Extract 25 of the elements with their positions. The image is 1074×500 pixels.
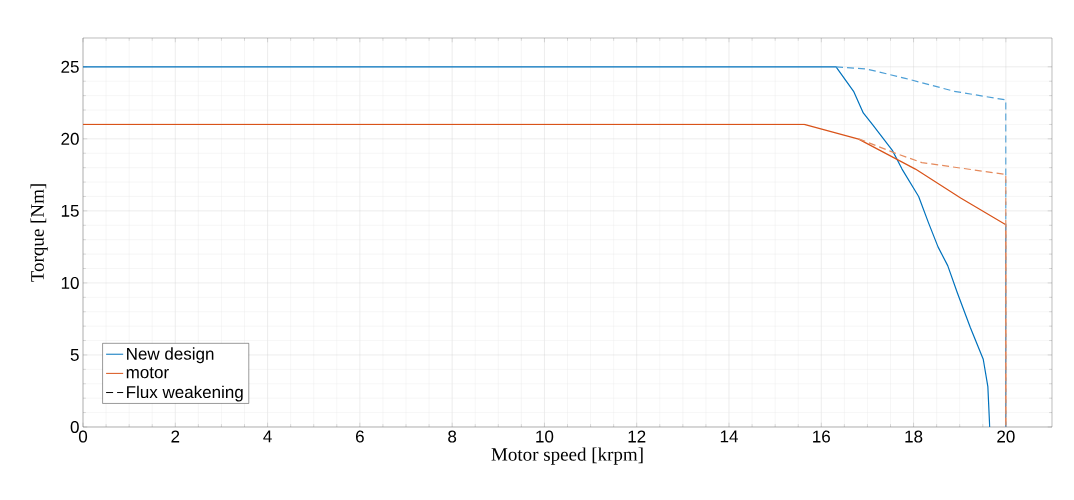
y-tick-label: 0 <box>70 420 79 434</box>
legend-label: motor <box>126 367 169 379</box>
x-tick-label: 14 <box>720 430 738 443</box>
y-tick-label: 5 <box>70 349 79 361</box>
legend-label: New design <box>127 347 214 364</box>
x-tick-label: 4 <box>263 430 272 443</box>
x-tick-label: 6 <box>356 430 364 443</box>
y-tick-label: 25 <box>61 60 79 73</box>
x-tick-label: 18 <box>905 430 923 443</box>
line-series <box>835 66 1007 427</box>
y-tick-label: 10 <box>61 276 79 289</box>
x-axis-title: Motor speed [krpm] <box>491 447 643 465</box>
x-tick-label: 2 <box>171 430 180 443</box>
x-tick-label: 16 <box>813 430 830 443</box>
line-series <box>83 66 991 427</box>
y-tick-label: 15 <box>61 204 79 217</box>
x-tick-label: 12 <box>628 430 646 443</box>
y-axis-title: Torque [Nm] <box>30 184 48 282</box>
x-tick-label: 0 <box>78 430 88 443</box>
y-tick-label: 20 <box>61 132 79 145</box>
line-series <box>858 138 1007 427</box>
x-tick-label: 20 <box>997 430 1015 443</box>
x-tick-label: 10 <box>536 430 554 443</box>
x-tick-label: 8 <box>448 430 457 443</box>
legend-label: Flux weakening <box>127 385 243 402</box>
